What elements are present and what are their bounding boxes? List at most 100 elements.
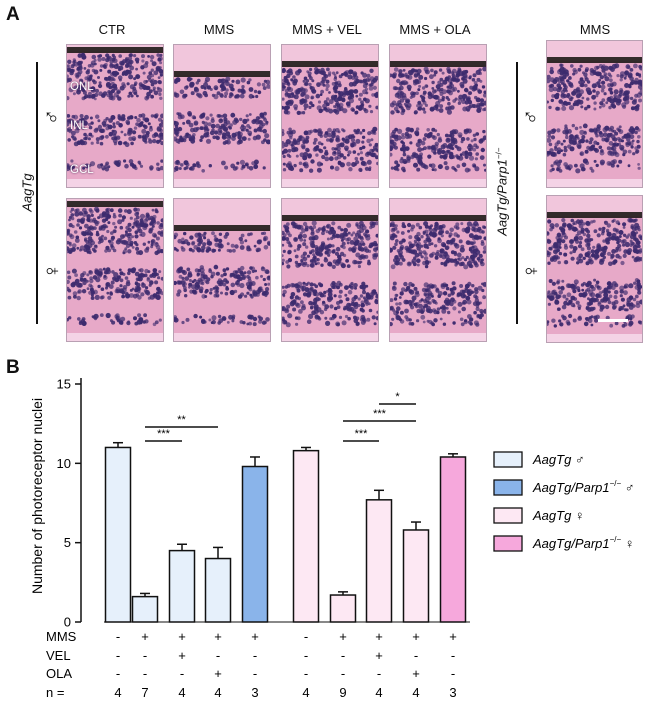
table-cell: - (116, 666, 120, 681)
table-cell: + (141, 629, 149, 644)
column-label-mms-vel: MMS + VEL (292, 22, 362, 37)
y-tick-label: 0 (64, 615, 71, 630)
table-cell: 9 (339, 685, 346, 700)
table-row-label: MMS (46, 629, 77, 644)
table-cell: - (341, 648, 345, 663)
panel-b-letter: B (6, 357, 20, 378)
table-cell: - (116, 629, 120, 644)
table-cell: - (180, 666, 184, 681)
row-group-line-right (516, 62, 518, 324)
retina-image-parp1-mms-female (546, 195, 643, 343)
table-cell: - (304, 629, 308, 644)
retina-image-mms-ola-male (389, 44, 487, 188)
bar (365, 499, 393, 623)
table-cell: + (412, 666, 420, 681)
legend-label: AagTg/Parp1−/− ♀ (532, 535, 635, 551)
table-cell: + (375, 629, 383, 644)
significance-label: * (395, 391, 400, 403)
treatment-table: MMS - + + + + - + + + + VEL - - + - - - - + - - OLA - - - + - - - - + - n… (46, 629, 457, 700)
retina-image-mms-vel-male (281, 44, 379, 188)
table-cell: 4 (114, 685, 121, 700)
bar (168, 549, 196, 623)
table-cell: 4 (412, 685, 419, 700)
significance-label: *** (157, 428, 171, 440)
bar (292, 449, 320, 623)
table-cell: - (451, 648, 455, 663)
legend-swatch (493, 507, 523, 524)
scale-bar (598, 319, 628, 322)
table-cell: - (216, 648, 220, 663)
layer-label-inl: INL (70, 120, 88, 132)
legend-swatch (493, 451, 523, 468)
bar (402, 529, 430, 623)
table-row-label: n = (46, 685, 64, 700)
y-tick-label: 15 (57, 377, 71, 392)
column-label-mms-parp1: MMS (579, 22, 611, 37)
retina-image-mms-male (173, 44, 271, 188)
bars-group (104, 441, 470, 623)
significance-label: *** (373, 408, 387, 420)
bar (204, 557, 232, 623)
table-cell: - (116, 648, 120, 663)
table-cell: - (253, 648, 257, 663)
y-tick-label: 10 (57, 456, 71, 471)
bar (131, 595, 159, 623)
table-cell: 4 (214, 685, 221, 700)
layer-label-gcl: GCL (70, 164, 94, 176)
significance-label: *** (355, 428, 369, 440)
table-cell: - (304, 666, 308, 681)
bar (329, 594, 357, 623)
legend: AagTg ♂ AagTg/Parp1−/− ♂ AagTg ♀ AagTg/Parp… (493, 451, 635, 552)
y-tick-label: 5 (64, 535, 71, 550)
column-label-mms-ola: MMS + OLA (399, 22, 471, 37)
panel-a-letter: A (6, 4, 20, 25)
y-axis-label: Number of photoreceptor nuclei (29, 398, 45, 594)
retina-image-mms-vel-female (281, 198, 379, 342)
bar (104, 446, 132, 623)
table-cell: - (143, 648, 147, 663)
retina-image-ctr-male (66, 44, 164, 188)
table-cell: + (251, 629, 259, 644)
retina-image-mms-female (173, 198, 271, 342)
table-cell: 4 (375, 685, 382, 700)
table-cell: + (412, 629, 420, 644)
legend-label: AagTg/Parp1−/− ♂ (532, 479, 635, 495)
legend-label: AagTg ♀ (532, 508, 585, 523)
layer-label-onl: ONL (70, 81, 94, 93)
legend-swatch (493, 479, 523, 496)
table-cell: + (214, 629, 222, 644)
table-cell: - (414, 648, 418, 663)
significance-label: ** (177, 414, 186, 426)
row-group-line-left (36, 62, 38, 324)
table-cell: 7 (141, 685, 148, 700)
table-cell: 3 (449, 685, 456, 700)
table-cell: - (253, 666, 257, 681)
table-cell: + (178, 648, 186, 663)
table-cell: 4 (302, 685, 309, 700)
table-cell: 3 (251, 685, 258, 700)
retina-image-ctr-female (66, 198, 164, 342)
y-axis-ticks: 0 5 10 15 (57, 377, 81, 630)
table-cell: 4 (178, 685, 185, 700)
column-label-mms: MMS (203, 22, 235, 37)
bar (439, 456, 467, 623)
retina-image-mms-ola-female (389, 198, 487, 342)
bar (241, 465, 269, 623)
table-cell: - (377, 666, 381, 681)
table-cell: + (178, 629, 186, 644)
legend-swatch (493, 535, 523, 552)
significance-group: ************ (145, 391, 416, 442)
table-cell: - (451, 666, 455, 681)
table-cell: - (143, 666, 147, 681)
table-cell: - (304, 648, 308, 663)
column-label-ctr: CTR (98, 22, 126, 37)
table-cell: - (341, 666, 345, 681)
retina-image-parp1-mms-male (546, 40, 643, 188)
table-cell: + (214, 666, 222, 681)
table-row-label: VEL (46, 648, 71, 663)
table-cell: + (339, 629, 347, 644)
table-cell: + (375, 648, 383, 663)
table-row-label: OLA (46, 666, 72, 681)
legend-label: AagTg ♂ (532, 452, 585, 467)
